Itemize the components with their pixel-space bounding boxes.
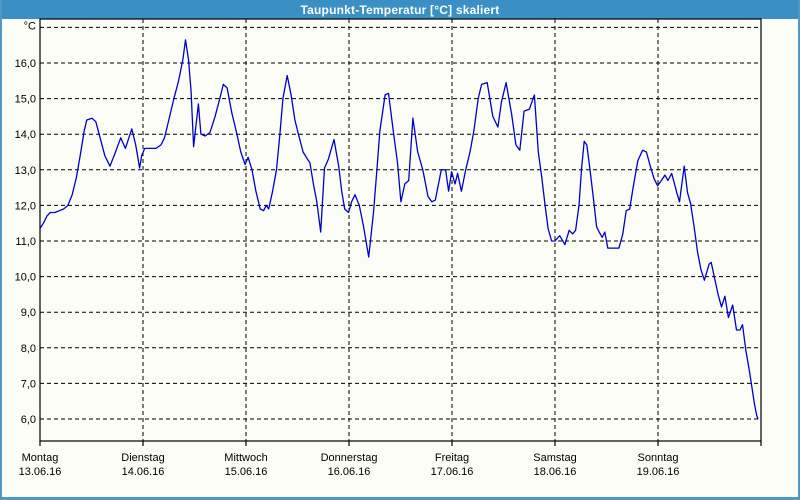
y-tick-label: 8,0 xyxy=(21,343,36,355)
x-day-weekday-label: Samstag xyxy=(533,452,576,464)
y-tick-label: 16,0 xyxy=(15,58,36,70)
x-day-date-label: 16.06.16 xyxy=(328,466,371,478)
x-day-weekday-label: Mittwoch xyxy=(224,452,267,464)
x-day-weekday-label: Donnerstag xyxy=(321,452,378,464)
window-title: Taupunkt-Temperatur [°C] skaliert xyxy=(300,2,500,17)
plot-border xyxy=(39,18,762,442)
y-tick-label: 7,0 xyxy=(21,378,36,390)
y-tick-label: 14,0 xyxy=(15,129,36,141)
x-day-weekday-label: Freitag xyxy=(435,452,469,464)
x-day-date-label: 15.06.16 xyxy=(225,466,268,478)
y-tick-label: 11,0 xyxy=(15,236,36,248)
x-day-date-label: 14.06.16 xyxy=(122,466,165,478)
y-tick-label: 10,0 xyxy=(15,272,36,284)
title-bar[interactable]: Taupunkt-Temperatur [°C] skaliert xyxy=(2,0,798,19)
y-tick-label: 12,0 xyxy=(15,200,36,212)
dewpoint-chart-svg: 6,0 7,0 8,0 9,0 10,0 11,0 12,0 13,0 14,0 15,0 16,0… xyxy=(15,18,762,478)
y-tick-label: 13,0 xyxy=(15,165,36,177)
x-day-weekday-label: Sonntag xyxy=(638,452,679,464)
y-tick-label: 9,0 xyxy=(21,307,36,319)
y-tick-label: 6,0 xyxy=(21,414,36,426)
y-axis-unit-label: °C xyxy=(24,20,36,32)
x-day-date-label: 13.06.16 xyxy=(19,466,62,478)
x-day-weekday-label: Montag xyxy=(22,452,59,464)
x-day-date-label: 18.06.16 xyxy=(534,466,577,478)
x-day-weekday-label: Dienstag xyxy=(121,452,164,464)
x-day-date-label: 19.06.16 xyxy=(637,466,680,478)
y-tick-label: 15,0 xyxy=(15,94,36,106)
x-day-date-label: 17.06.16 xyxy=(431,466,474,478)
dewpoint-line xyxy=(39,39,759,420)
